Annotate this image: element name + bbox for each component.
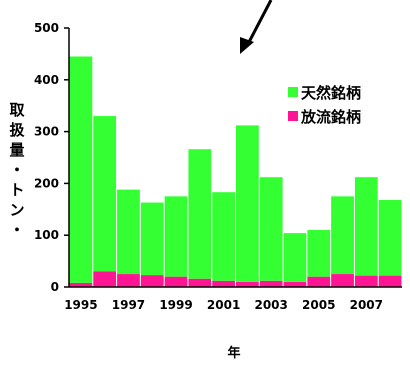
arrow-shaft (246, 0, 273, 45)
x-tick-label: 2001 (207, 298, 240, 312)
x-tick-label: 2007 (350, 298, 383, 312)
legend-swatch (288, 87, 298, 97)
bar-2000-wild (188, 149, 212, 279)
bars-group (69, 56, 402, 287)
bar-1998-wild (140, 202, 164, 276)
axes-group (68, 28, 402, 288)
bar-1999-wild (164, 196, 188, 277)
y-tick-label: 100 (34, 228, 59, 242)
y-axis-title: 取扱量・トン・ (9, 101, 25, 239)
bar-2002-stocked (236, 281, 259, 287)
bar-1997-stocked (117, 274, 140, 287)
y-tick-label: 400 (34, 73, 59, 87)
bar-2006-wild (331, 196, 354, 275)
bar-2007-wild (354, 177, 378, 276)
y-tick-label: 200 (34, 176, 59, 190)
bar-2005-stocked (307, 276, 331, 287)
annotation-arrow (240, 0, 273, 54)
legend-swatch (288, 111, 298, 121)
bar-2004-stocked (283, 281, 307, 287)
bar-2005-wild (307, 230, 331, 277)
bar-2008-wild (378, 199, 402, 276)
bar-2004-wild (283, 233, 307, 282)
y-tick-label: 500 (34, 21, 59, 35)
bar-2007-stocked (354, 275, 378, 287)
x-tick-label: 2003 (254, 298, 287, 312)
x-ticks-group: 1995 1997 1999 2001 2003 2005 2007 (64, 298, 383, 312)
y-ticks-group: 0 100 200 300 400 500 (34, 21, 69, 294)
bar-2000-stocked (188, 278, 212, 287)
bar-1998-stocked (140, 275, 164, 287)
legend-label: 放流銘柄 (300, 108, 361, 126)
y-tick-label: 0 (51, 280, 59, 294)
x-axis-title: 年 (227, 345, 240, 361)
bar-1996-wild (93, 116, 117, 272)
bar-2008-stocked (378, 275, 402, 287)
bar-1995-wild (69, 56, 93, 283)
x-tick-label: 2005 (302, 298, 335, 312)
x-tick-label: 1997 (112, 298, 145, 312)
bar-1996-stocked (93, 271, 117, 287)
arrow-head-icon (240, 37, 254, 54)
x-tick-label: 1995 (64, 298, 97, 312)
bar-1997-wild (117, 189, 140, 275)
bar-2006-stocked (331, 274, 354, 287)
bar-1995-stocked (69, 282, 93, 287)
x-tick-label: 1999 (159, 298, 192, 312)
bar-1999-stocked (164, 276, 188, 287)
bar-2001-wild (212, 192, 235, 281)
bar-2003-wild (259, 177, 283, 281)
legend-label: 天然銘柄 (301, 84, 361, 102)
bar-2003-stocked (259, 280, 283, 287)
bar-2001-stocked (212, 280, 235, 287)
y-tick-label: 300 (34, 125, 59, 139)
bar-2002-wild (236, 125, 259, 282)
